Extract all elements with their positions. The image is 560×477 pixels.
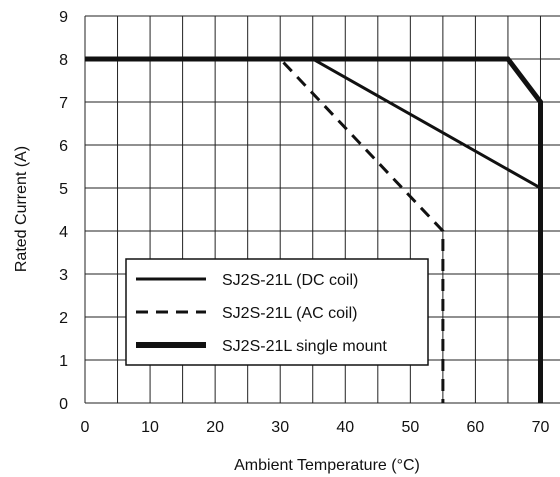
x-tick-label: 70 [532, 419, 550, 436]
y-tick-label: 6 [59, 138, 68, 155]
x-tick-label: 30 [271, 419, 289, 436]
y-tick-label: 5 [59, 181, 68, 198]
legend-label-single-mount: SJ2S-21L single mount [222, 338, 387, 355]
y-tick-label: 9 [59, 9, 68, 26]
y-tick-label: 0 [59, 396, 68, 413]
series-layer [85, 56, 543, 403]
x-tick-label: 50 [401, 419, 419, 436]
x-tick-label: 0 [81, 419, 90, 436]
y-tick-label: 4 [59, 224, 68, 241]
y-tick-label: 8 [59, 52, 68, 69]
legend-label-dc-coil: SJ2S-21L (DC coil) [222, 272, 358, 289]
legend-label-ac-coil: SJ2S-21L (AC coil) [222, 305, 357, 322]
y-tick-label: 2 [59, 310, 68, 327]
series-line-single-mount [85, 56, 543, 403]
tick-layer: 0 10 20 30 40 50 60 70 0 1 2 3 4 5 6 7 8 9 [59, 9, 549, 436]
x-tick-label: 40 [336, 419, 354, 436]
y-tick-label: 3 [59, 267, 68, 284]
y-tick-label: 1 [59, 353, 68, 370]
x-tick-label: 20 [206, 419, 224, 436]
legend: SJ2S-21L (DC coil) SJ2S-21L (AC coil) SJ… [125, 258, 429, 366]
x-axis-title: Ambient Temperature (°C) [234, 457, 420, 474]
x-tick-label: 10 [141, 419, 159, 436]
y-tick-label: 7 [59, 95, 68, 112]
y-axis-title: Rated Current (A) [13, 146, 30, 272]
x-tick-label: 60 [467, 419, 485, 436]
